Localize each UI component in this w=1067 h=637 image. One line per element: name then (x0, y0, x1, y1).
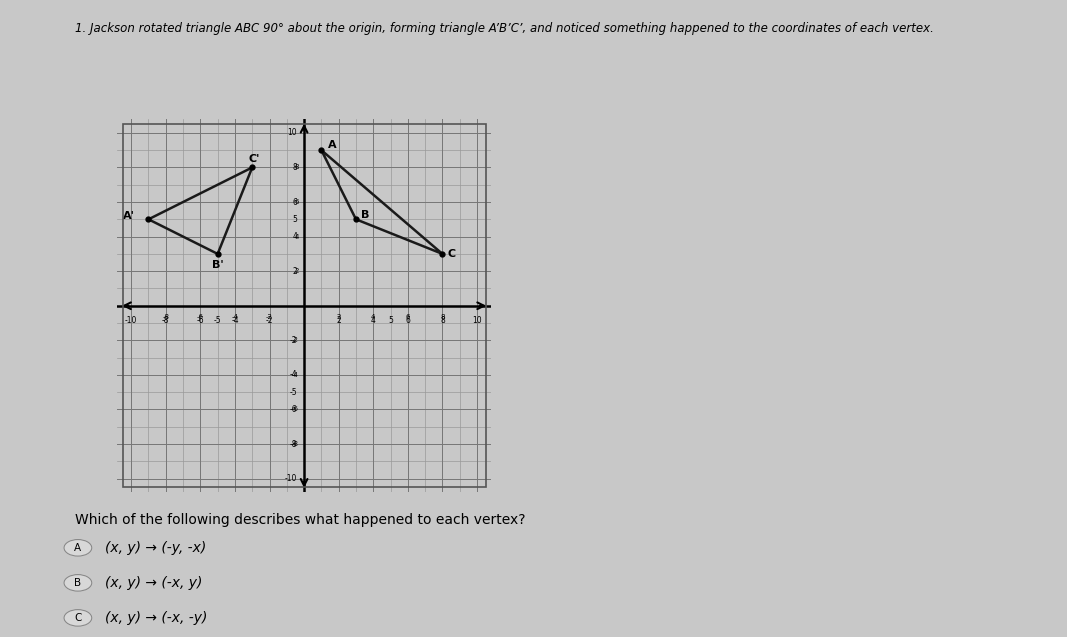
Text: -10: -10 (285, 474, 298, 483)
Text: 2: 2 (292, 267, 298, 276)
Text: -2: -2 (266, 315, 273, 320)
Text: A: A (75, 543, 81, 553)
Text: (x, y) → (-y, -x): (x, y) → (-y, -x) (105, 541, 206, 555)
Text: A: A (329, 140, 337, 150)
Text: 6: 6 (405, 315, 410, 320)
Text: -5: -5 (213, 316, 222, 325)
Text: 8: 8 (294, 164, 299, 171)
Text: -10: -10 (125, 316, 138, 325)
Text: -6: -6 (292, 406, 299, 413)
Text: (x, y) → (-x, y): (x, y) → (-x, y) (105, 576, 202, 590)
Text: C: C (75, 613, 81, 623)
Text: -6: -6 (289, 405, 298, 414)
Text: -4: -4 (292, 372, 299, 378)
Text: B: B (75, 578, 81, 588)
Text: -2: -2 (289, 336, 298, 345)
Text: 2: 2 (336, 315, 340, 320)
Text: -2: -2 (266, 316, 273, 325)
Text: -8: -8 (292, 441, 299, 447)
Text: B: B (361, 210, 369, 220)
Text: 10: 10 (287, 129, 298, 138)
Text: 5: 5 (388, 316, 393, 325)
Text: -4: -4 (232, 316, 239, 325)
Text: (x, y) → (-x, -y): (x, y) → (-x, -y) (105, 611, 207, 625)
Text: -4: -4 (232, 315, 238, 320)
Text: 4: 4 (371, 316, 376, 325)
Text: -8: -8 (162, 316, 170, 325)
Text: 8: 8 (292, 163, 298, 172)
Text: -8: -8 (162, 315, 170, 320)
Text: C': C' (249, 154, 260, 164)
Text: 5: 5 (292, 215, 298, 224)
Text: 8: 8 (441, 315, 445, 320)
Text: -6: -6 (196, 315, 204, 320)
Text: 8: 8 (440, 316, 445, 325)
Text: 2: 2 (294, 268, 299, 274)
Text: 6: 6 (405, 316, 411, 325)
Text: 4: 4 (371, 315, 376, 320)
Text: A': A' (123, 211, 134, 221)
Text: -8: -8 (289, 440, 298, 448)
Text: 2: 2 (336, 316, 341, 325)
Text: B': B' (212, 260, 224, 269)
Text: 4: 4 (292, 232, 298, 241)
Text: -5: -5 (289, 388, 298, 397)
Text: 10: 10 (473, 316, 482, 325)
Text: -2: -2 (292, 338, 299, 343)
Text: C: C (447, 249, 456, 259)
Text: -4: -4 (289, 371, 298, 380)
Text: 6: 6 (292, 197, 298, 206)
Text: 4: 4 (294, 234, 299, 240)
Text: Which of the following describes what happened to each vertex?: Which of the following describes what ha… (75, 513, 525, 527)
Text: -6: -6 (196, 316, 204, 325)
Text: 1. Jackson rotated triangle ABC 90° about the origin, forming triangle A’B’C’, a: 1. Jackson rotated triangle ABC 90° abou… (75, 22, 934, 35)
Text: 6: 6 (294, 199, 299, 205)
